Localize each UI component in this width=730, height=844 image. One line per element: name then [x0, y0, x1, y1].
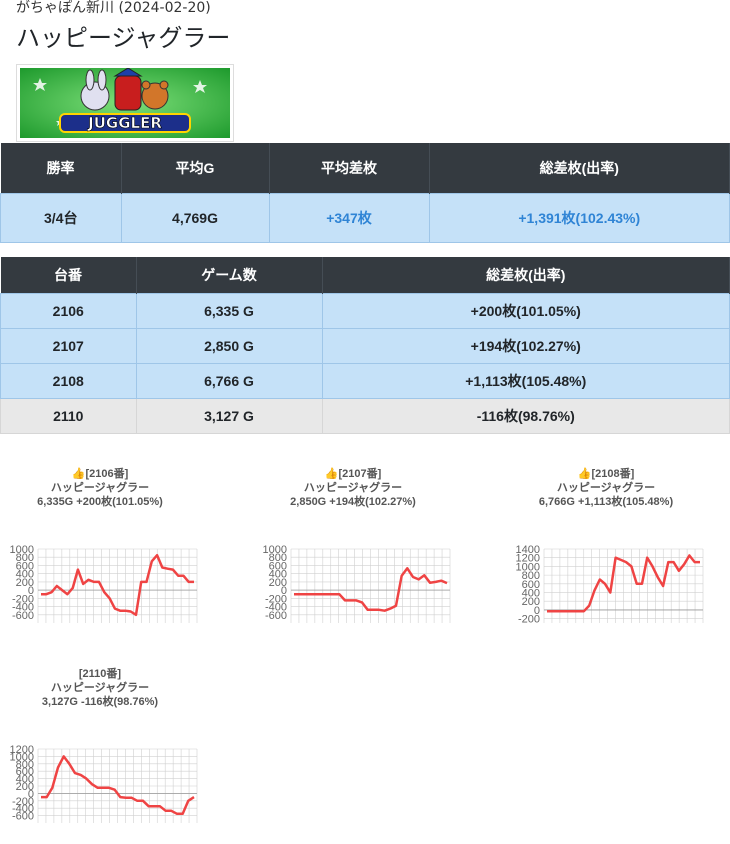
- machine-number: 2108: [0, 363, 137, 399]
- summary-header-winrate: 勝率: [0, 143, 122, 194]
- chart-title-number: 👍[2107番]: [324, 468, 382, 480]
- y-tick-label: 400: [522, 588, 540, 600]
- y-tick-label: 600: [269, 560, 287, 572]
- y-tick-label: -200: [265, 593, 287, 605]
- y-tick-label: 1200: [10, 744, 34, 756]
- y-tick-label: -200: [12, 796, 34, 808]
- y-tick-label: 800: [16, 759, 34, 771]
- y-tick-label: -200: [12, 593, 34, 605]
- total-diff: +194枚(102.27%): [321, 328, 730, 364]
- y-tick-label: 0: [534, 605, 540, 617]
- chart-title-result: 6,766G +1,113枚(105.48%): [538, 496, 674, 508]
- total-diff: -116枚(98.76%): [321, 398, 730, 434]
- table-row: 2106 6,335 G +200枚(101.05%): [0, 293, 730, 329]
- chart-grid: [37, 548, 198, 623]
- chart-title-machine: ハッピージャグラー: [50, 682, 150, 694]
- chart-title-number: 👍[2106番]: [71, 468, 129, 480]
- y-tick-label: 0: [28, 585, 34, 597]
- total-diff: +200枚(101.05%): [321, 293, 730, 329]
- banner-logo-text: JUGGLER: [87, 114, 162, 132]
- y-tick-label: -600: [265, 610, 287, 622]
- y-tick-label: 200: [522, 596, 540, 608]
- detail-header-games: ゲーム数: [136, 257, 323, 294]
- y-tick-label: 200: [16, 781, 34, 793]
- chart-grid: [290, 548, 451, 623]
- y-tick-label: -200: [518, 614, 540, 626]
- y-tick-label: 0: [281, 585, 287, 597]
- y-tick-label: 600: [16, 560, 34, 572]
- chart-title-machine: ハッピージャグラー: [303, 482, 403, 494]
- y-tick-label: -400: [12, 803, 34, 815]
- summary-header-avg-diff: 平均差枚: [269, 143, 430, 194]
- y-tick-label: 1000: [516, 561, 540, 573]
- store-date-label: がちゃぽん新川 (2024-02-20): [16, 0, 211, 16]
- summary-table: 勝率 平均G 平均差枚 総差枚(出率) 3/4台 4,769G +347枚 +1…: [0, 143, 730, 243]
- y-tick-label: 800: [522, 570, 540, 582]
- y-tick-label: 400: [16, 774, 34, 786]
- y-tick-label: 0: [28, 788, 34, 800]
- summary-header-total-diff: 総差枚(出率): [429, 143, 730, 194]
- chart-title-machine: ハッピージャグラー: [50, 482, 150, 494]
- chart-card-2110: [2110番] ハッピージャグラー 3,127G -116枚(98.76%) 1…: [0, 643, 200, 843]
- juggler-logo-image: JUGGLER: [20, 68, 230, 138]
- game-count: 6,335 G: [135, 293, 323, 329]
- y-tick-label: 200: [269, 577, 287, 589]
- summary-row: 3/4台 4,769G +347枚 +1,391枚(102.43%): [0, 193, 730, 243]
- chart-series-line: [41, 553, 194, 617]
- table-row: 2108 6,766 G +1,113枚(105.48%): [0, 363, 730, 399]
- summary-winrate: 3/4台: [0, 193, 122, 243]
- chart-title-number: 👍[2108番]: [577, 468, 635, 480]
- game-count: 6,766 G: [135, 363, 323, 399]
- chart-card-2107: 👍[2107番] ハッピージャグラー 2,850G +194枚(102.27%)…: [253, 443, 453, 643]
- summary-avg-diff: +347枚: [268, 193, 430, 243]
- machine-detail-table: 台番 ゲーム数 総差枚(出率) 2106 6,335 G +200枚(101.0…: [0, 257, 730, 434]
- chart-series-line: [41, 755, 195, 816]
- y-tick-label: 1000: [10, 544, 34, 556]
- y-tick-label: 200: [16, 577, 34, 589]
- page-title: ハッピージャグラー: [16, 24, 231, 52]
- table-row: 2107 2,850 G +194枚(102.27%): [0, 328, 730, 364]
- y-tick-label: -400: [12, 602, 34, 614]
- game-count: 2,850 G: [135, 328, 323, 364]
- y-tick-label: 800: [269, 552, 287, 564]
- y-tick-label: 600: [522, 579, 540, 591]
- chart-title-result: 6,335G +200枚(101.05%): [37, 496, 163, 508]
- summary-avg-games: 4,769G: [120, 193, 270, 243]
- y-tick-label: 1000: [263, 544, 287, 556]
- chart-series-line: [547, 554, 700, 613]
- chart-series-line: [294, 567, 448, 612]
- table-row: 2110 3,127 G -116枚(98.76%): [0, 398, 730, 434]
- machine-number: 2107: [0, 328, 137, 364]
- total-diff: +1,113枚(105.48%): [321, 363, 730, 399]
- y-tick-label: 600: [16, 766, 34, 778]
- y-tick-label: 400: [269, 569, 287, 581]
- y-tick-label: 800: [16, 552, 34, 564]
- chart-title-machine: ハッピージャグラー: [556, 482, 656, 494]
- y-tick-label: 1400: [516, 544, 540, 556]
- y-tick-label: -600: [12, 610, 34, 622]
- y-tick-label: -400: [265, 602, 287, 614]
- machine-banner: JUGGLER: [16, 64, 234, 142]
- chart-card-2108: 👍[2108番] ハッピージャグラー 6,766G +1,113枚(105.48…: [506, 443, 706, 643]
- chart-title-number: [2110番]: [78, 668, 122, 680]
- chart-title-result: 2,850G +194枚(102.27%): [290, 496, 416, 508]
- game-count: 3,127 G: [135, 398, 323, 434]
- summary-total-diff: +1,391枚(102.43%): [428, 193, 730, 243]
- detail-header-number: 台番: [0, 257, 137, 294]
- machine-number: 2106: [0, 293, 137, 329]
- detail-header-total-diff: 総差枚(出率): [322, 257, 730, 294]
- chart-grid: [543, 548, 704, 623]
- chart-title-result: 3,127G -116枚(98.76%): [41, 696, 159, 708]
- summary-header-avg-games: 平均G: [121, 143, 270, 194]
- y-tick-label: -600: [12, 811, 34, 823]
- machine-number: 2110: [0, 398, 137, 434]
- y-tick-label: 1200: [516, 553, 540, 565]
- chart-card-2106: 👍[2106番] ハッピージャグラー 6,335G +200枚(101.05%)…: [0, 443, 200, 643]
- y-tick-label: 1000: [10, 751, 34, 763]
- y-tick-label: 400: [16, 569, 34, 581]
